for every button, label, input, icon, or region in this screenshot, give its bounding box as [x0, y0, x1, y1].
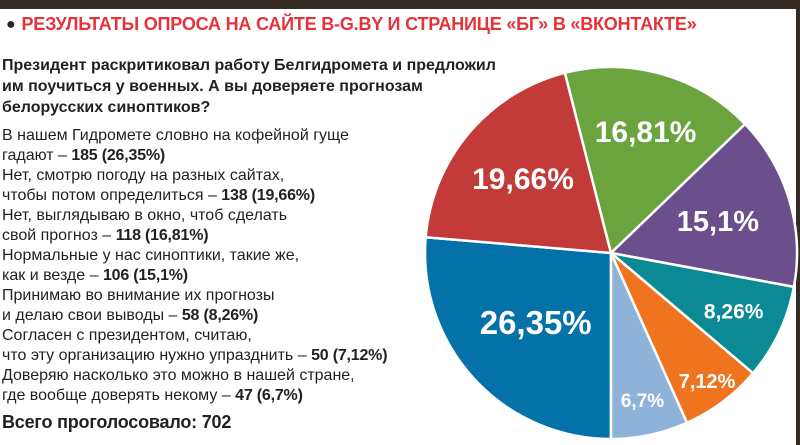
- answer-item: Нормальные у нас синоптики, такие же, ка…: [2, 246, 442, 286]
- answer-text: В нашем Гидромете словно на кофейной гущ…: [2, 127, 349, 164]
- answer-text: Согласен с президентом, считаю, что эту …: [2, 327, 307, 364]
- answer-value: 185 (26,35%): [71, 147, 166, 164]
- answer-item: Нет, выглядываю в окно, чтоб сделать сво…: [2, 206, 442, 246]
- bullet-icon: ●: [6, 16, 16, 33]
- answer-item: В нашем Гидромете словно на кофейной гущ…: [2, 126, 442, 166]
- pie-slice: [609, 251, 689, 441]
- pie-slice-label: 15,1%: [677, 206, 759, 238]
- poll-question: Президент раскритиковал работу Белгидром…: [2, 57, 496, 116]
- answer-value: 138 (19,66%): [221, 187, 315, 204]
- poll-answers-list: В нашем Гидромете словно на кофейной гущ…: [2, 126, 442, 406]
- answer-item: Нет, смотрю погоду на разных сайтах, что…: [2, 166, 442, 206]
- top-frame-bar: [0, 0, 800, 9]
- pie-slice: [423, 235, 613, 441]
- answer-value: 106 (15,1%): [102, 267, 188, 284]
- pie-slice: [609, 122, 799, 289]
- answer-text: Доверяю насколько это можно в нашей стра…: [2, 367, 355, 404]
- pie-slice: [609, 251, 796, 375]
- answer-value: 47 (6,7%): [235, 387, 303, 404]
- answer-item: Принимаю во внимание их прогнозы и делаю…: [2, 286, 442, 326]
- answer-text: Нет, выглядываю в окно, чтоб сделать сво…: [2, 207, 288, 244]
- answer-text: Принимаю во внимание их прогнозы и делаю…: [2, 287, 275, 324]
- page-title-text: РЕЗУЛЬТАТЫ ОПРОСА НА САЙТЕ B-G.BY И СТРА…: [21, 14, 697, 34]
- answer-text: Нормальные у нас синоптики, такие же, ка…: [2, 247, 300, 284]
- answer-item: Доверяю насколько это можно в нашей стра…: [2, 366, 442, 406]
- total-votes-label: Всего проголосовало: 702: [2, 412, 232, 432]
- pie-slice: [424, 71, 613, 255]
- pie-slice: [563, 65, 747, 255]
- pie-slice-label: 6,7%: [621, 391, 664, 412]
- pie-slice-label: 19,66%: [472, 163, 574, 196]
- pie-slice-label: 8,26%: [704, 301, 764, 324]
- page-title: ● РЕЗУЛЬТАТЫ ОПРОСА НА САЙТЕ B-G.BY И СТР…: [6, 14, 697, 35]
- right-frame-bar: [796, 0, 800, 445]
- answer-item: Согласен с президентом, считаю, что эту …: [2, 326, 442, 366]
- answer-value: 118 (16,81%): [115, 227, 209, 244]
- answer-text: Нет, смотрю погоду на разных сайтах, что…: [2, 167, 285, 204]
- pie-slice-label: 16,81%: [595, 116, 697, 149]
- pie-slice-label: 26,35%: [480, 304, 592, 341]
- answer-value: 50 (7,12%): [311, 347, 388, 364]
- answer-value: 58 (8,26%): [181, 307, 259, 324]
- pie-slice-label: 7,12%: [679, 371, 736, 393]
